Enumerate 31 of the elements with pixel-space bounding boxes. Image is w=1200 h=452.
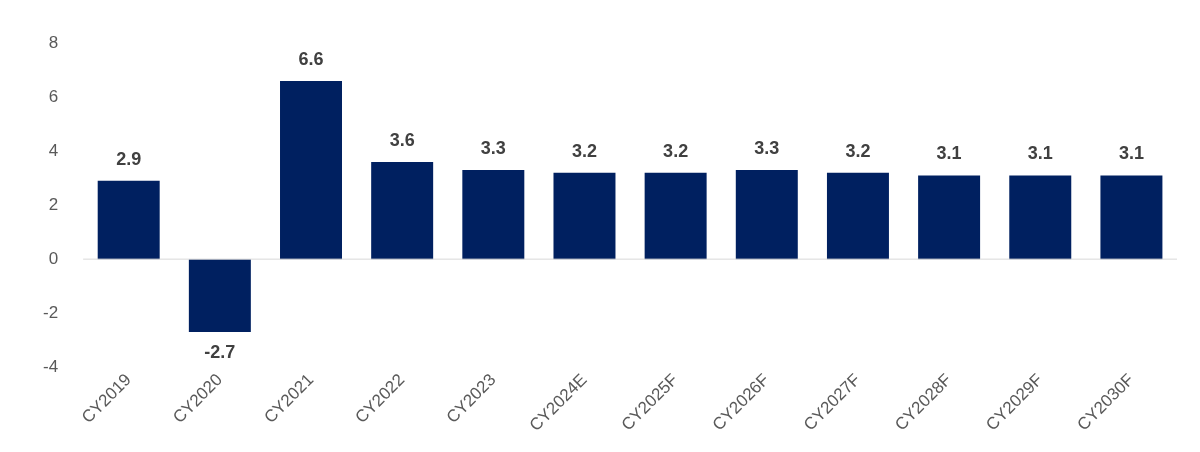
y-tick-label: 8 bbox=[48, 32, 59, 52]
y-tick-label: -2 bbox=[42, 302, 59, 322]
y-tick-label: 0 bbox=[48, 248, 59, 268]
bar bbox=[462, 170, 525, 260]
y-tick-label: 4 bbox=[48, 140, 59, 160]
data-label: 3.3 bbox=[754, 138, 780, 159]
y-tick-label: 2 bbox=[48, 194, 59, 214]
bar bbox=[1009, 175, 1072, 260]
y-tick-label: 6 bbox=[48, 86, 59, 106]
bar bbox=[553, 172, 616, 260]
data-label: 3.1 bbox=[1027, 143, 1053, 164]
data-label: 3.2 bbox=[845, 140, 871, 161]
bar bbox=[188, 259, 251, 333]
data-label: 3.1 bbox=[1118, 143, 1144, 164]
bar bbox=[280, 80, 342, 260]
bar bbox=[371, 161, 434, 260]
data-label: 3.1 bbox=[936, 143, 962, 164]
data-label: 3.2 bbox=[663, 140, 689, 161]
bar bbox=[735, 170, 798, 260]
bar bbox=[1100, 175, 1163, 260]
data-label: 6.6 bbox=[298, 48, 324, 69]
data-label: 3.3 bbox=[480, 138, 506, 159]
data-label: 3.6 bbox=[389, 129, 415, 150]
data-label: 2.9 bbox=[116, 148, 142, 169]
data-label: 3.2 bbox=[571, 140, 597, 161]
data-label: -2.7 bbox=[204, 341, 236, 362]
bar bbox=[918, 175, 981, 260]
bar bbox=[826, 172, 889, 260]
y-tick-label: -4 bbox=[42, 356, 59, 376]
bar bbox=[97, 180, 160, 260]
bar bbox=[644, 172, 707, 260]
